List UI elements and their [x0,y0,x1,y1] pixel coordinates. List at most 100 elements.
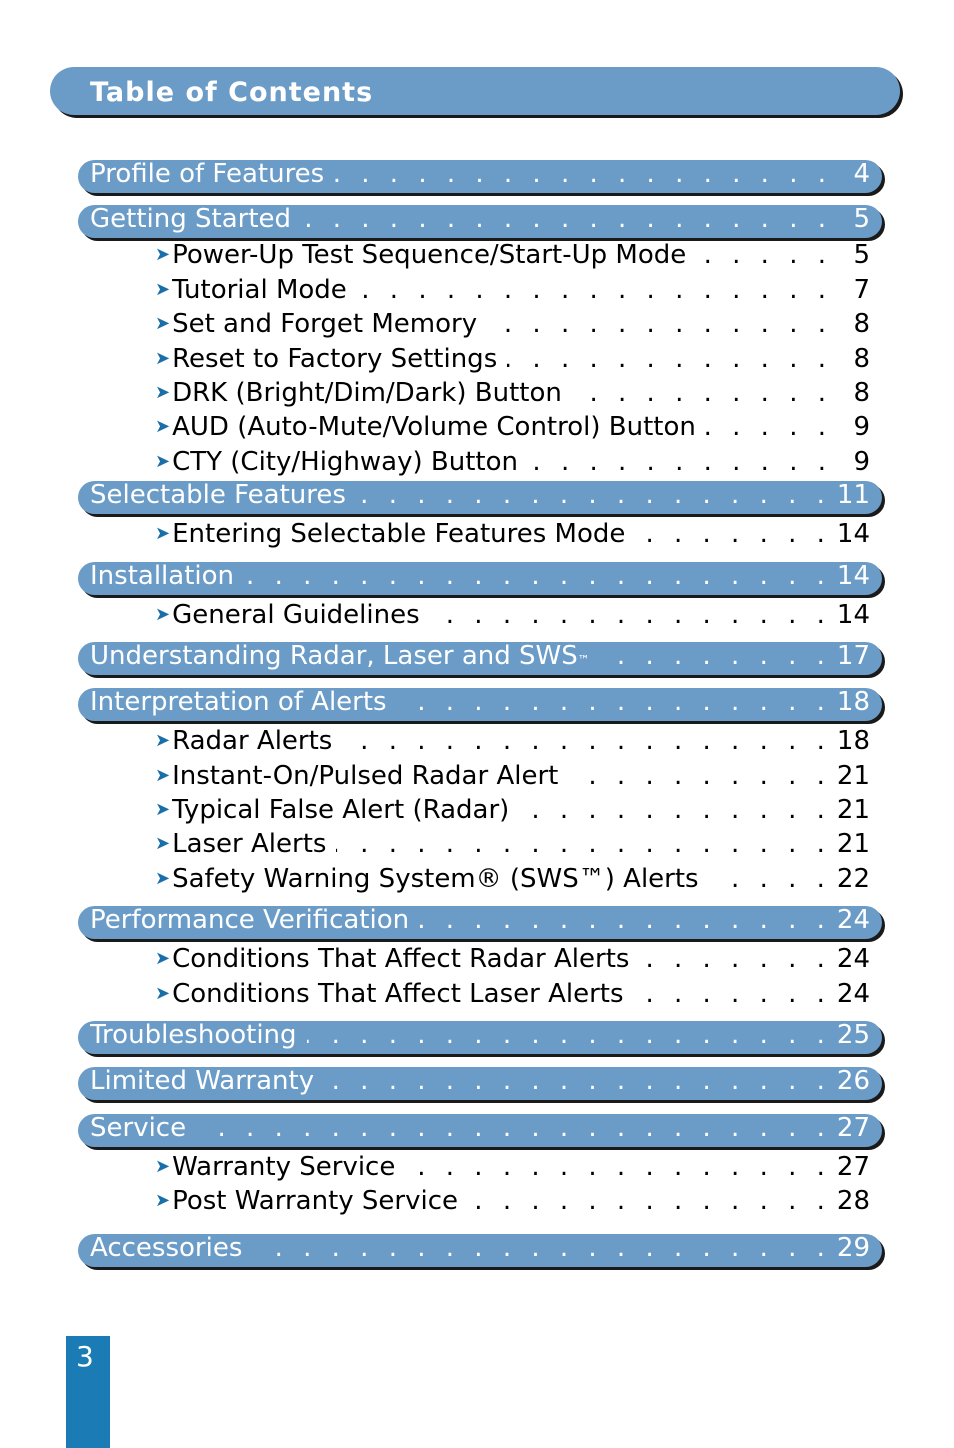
toc-subentry[interactable]: ➤ AUD (Auto-Mute/Volume Control) Button .… [155,412,870,442]
dot-leader: . . . . . . . . . . . . . . . . . . . . … [709,864,831,894]
dot-leader: . . . . . . . . . . . . . . . . . . . . … [635,519,831,549]
toc-subentry[interactable]: ➤ General Guidelines . . . . . . . . . . … [155,600,870,630]
toc-subentry[interactable]: ➤ Set and Forget Memory . . . . . . . . .… [155,309,870,339]
arrow-bullet-icon: ➤ [155,1156,171,1177]
toc-subentry[interactable]: ➤ Instant-On/Pulsed Radar Alert . . . . .… [155,761,870,791]
toc-section-row[interactable]: Profile of Features . . . . . . . . . . … [90,159,870,189]
toc-section-label: Performance Verification [90,905,410,935]
arrow-bullet-icon: ➤ [155,313,171,334]
toc-subentry[interactable]: ➤ Safety Warning System® (SWS™) Alerts . … [155,864,870,894]
toc-subentry[interactable]: ➤ Conditions That Affect Radar Alerts . .… [155,944,870,974]
toc-section-page: 17 [836,641,870,671]
toc-subentry-label: DRK (Bright/Dim/Dark) Button [172,378,562,408]
toc-section-page: 18 [836,687,870,717]
toc-section-bar [78,562,882,595]
toc-subentry-page: 21 [836,829,870,859]
toc-subentry-label: CTY (City/Highway) Button [172,447,518,477]
toc-section-bar [78,1021,882,1054]
toc-section-bar [78,481,882,514]
toc-subentry-page: 14 [836,600,870,630]
toc-section-label: Understanding Radar, Laser and SWS [90,641,578,671]
toc-subentry[interactable]: ➤ Warranty Service . . . . . . . . . . . … [155,1152,870,1182]
toc-section-page: 29 [836,1233,870,1263]
dot-leader: . . . . . . . . . . . . . . . . . . . . … [196,1113,831,1143]
toc-subentry-label: Tutorial Mode [172,275,347,305]
arrow-bullet-icon: ➤ [155,451,171,472]
arrow-bullet-icon: ➤ [155,765,171,786]
toc-subentry[interactable]: ➤ Tutorial Mode . . . . . . . . . . . . .… [155,275,870,305]
dot-leader: . . . . . . . . . . . . . . . . . . . . … [357,275,832,305]
dot-leader: . . . . . . . . . . . . . . . . . . . . … [696,240,832,270]
toc-subentry[interactable]: ➤ Conditions That Affect Laser Alerts . .… [155,979,870,1009]
toc-section-label: Getting Started [90,204,292,234]
toc-subentry[interactable]: ➤ CTY (City/Highway) Button . . . . . . .… [155,447,870,477]
arrow-bullet-icon: ➤ [155,983,171,1004]
toc-subentry-page: 18 [836,726,870,756]
dot-leader: . . . . . . . . . . . . . . . . . . . . … [519,795,831,825]
toc-subentry[interactable]: ➤ Power-Up Test Sequence/Start-Up Mode . … [155,240,870,270]
toc-section-page: 4 [853,159,870,189]
toc-section-label: Installation [90,561,235,591]
toc-section-page: 14 [836,561,870,591]
toc-section-row[interactable]: Interpretation of Alerts . . . . . . . .… [90,687,870,717]
toc-subentry-page: 21 [836,795,870,825]
dot-leader: . . . . . . . . . . . . . . . . . . . . … [334,159,832,189]
toc-section-row[interactable]: Installation . . . . . . . . . . . . . .… [90,561,870,591]
toc-section-row[interactable]: Getting Started . . . . . . . . . . . . … [90,204,870,234]
toc-subentry-page: 8 [853,378,870,408]
toc-section-page: 27 [836,1113,870,1143]
toc-section-label: Accessories [90,1233,243,1263]
dot-leader: . . . . . . . . . . . . . . . . . . . . … [430,600,831,630]
trademark-mark: ™ [577,653,590,667]
dot-leader: . . . . . . . . . . . . . . . . . . . . … [639,944,831,974]
toc-subentry[interactable]: ➤ DRK (Bright/Dim/Dark) Button . . . . . … [155,378,870,408]
toc-subentry-label: Typical False Alert (Radar) [172,795,510,825]
toc-section-row[interactable]: Troubleshooting . . . . . . . . . . . . … [90,1020,870,1050]
toc-subentry-page: 21 [836,761,870,791]
toc-section-bar [78,1067,882,1100]
title-bar: Table of Contents [50,67,900,115]
toc-section-label: Troubleshooting [90,1020,297,1050]
toc-section-label: Interpretation of Alerts [90,687,387,717]
toc-subentry-page: 22 [836,864,870,894]
toc-subentry[interactable]: ➤ Laser Alerts . . . . . . . . . . . . . … [155,829,870,859]
dot-leader: . . . . . . . . . . . . . . . . . . . . … [507,344,832,374]
toc-section-row[interactable]: Performance Verification . . . . . . . .… [90,905,870,935]
dot-leader: . . . . . . . . . . . . . . . . . . . . … [706,412,832,442]
toc-subentry[interactable]: ➤ Entering Selectable Features Mode . . .… [155,519,870,549]
toc-subentry-page: 7 [853,275,870,305]
toc-subentry-page: 27 [836,1152,870,1182]
toc-subentry-page: 14 [836,519,870,549]
toc-subentry-label: Radar Alerts [172,726,333,756]
toc-subentry-page: 24 [836,979,870,1009]
toc-subentry-label: Conditions That Affect Radar Alerts [172,944,630,974]
toc-subentry-label: Laser Alerts [172,829,327,859]
dot-leader: . . . . . . . . . . . . . . . . . . . . … [487,309,832,339]
toc-subentry[interactable]: ➤ Post Warranty Service . . . . . . . . .… [155,1186,870,1216]
arrow-bullet-icon: ➤ [155,833,171,854]
toc-section-row[interactable]: Accessories . . . . . . . . . . . . . . … [90,1233,870,1263]
toc-section-page: 5 [853,204,870,234]
toc-section-page: 11 [836,480,870,510]
toc-section-row[interactable]: Service . . . . . . . . . . . . . . . . … [90,1113,870,1143]
dot-leader: . . . . . . . . . . . . . . . . . . . . … [307,1020,831,1050]
toc-section-label: Profile of Features [90,159,325,189]
toc-section-row[interactable]: Selectable Features . . . . . . . . . . … [90,480,870,510]
toc-section-page: 25 [836,1020,870,1050]
toc-subentry[interactable]: ➤ Radar Alerts . . . . . . . . . . . . . … [155,726,870,756]
toc-section-bar [78,160,882,193]
toc-subentry-page: 24 [836,944,870,974]
toc-subentry-label: AUD (Auto-Mute/Volume Control) Button [172,412,696,442]
toc-subentry-label: Set and Forget Memory [172,309,478,339]
toc-subentry-label: Warranty Service [172,1152,396,1182]
toc-subentry-page: 9 [853,412,870,442]
arrow-bullet-icon: ➤ [155,799,171,820]
arrow-bullet-icon: ➤ [155,604,171,625]
arrow-bullet-icon: ➤ [155,244,171,265]
dot-leader: . . . . . . . . . . . . . . . . . . . . … [397,687,831,717]
toc-section-row[interactable]: Understanding Radar, Laser and SWS ™ . . … [90,641,870,671]
arrow-bullet-icon: ➤ [155,348,171,369]
toc-subentry[interactable]: ➤ Typical False Alert (Radar) . . . . . .… [155,795,870,825]
toc-section-row[interactable]: Limited Warranty . . . . . . . . . . . .… [90,1066,870,1096]
toc-subentry[interactable]: ➤ Reset to Factory Settings . . . . . . .… [155,344,870,374]
